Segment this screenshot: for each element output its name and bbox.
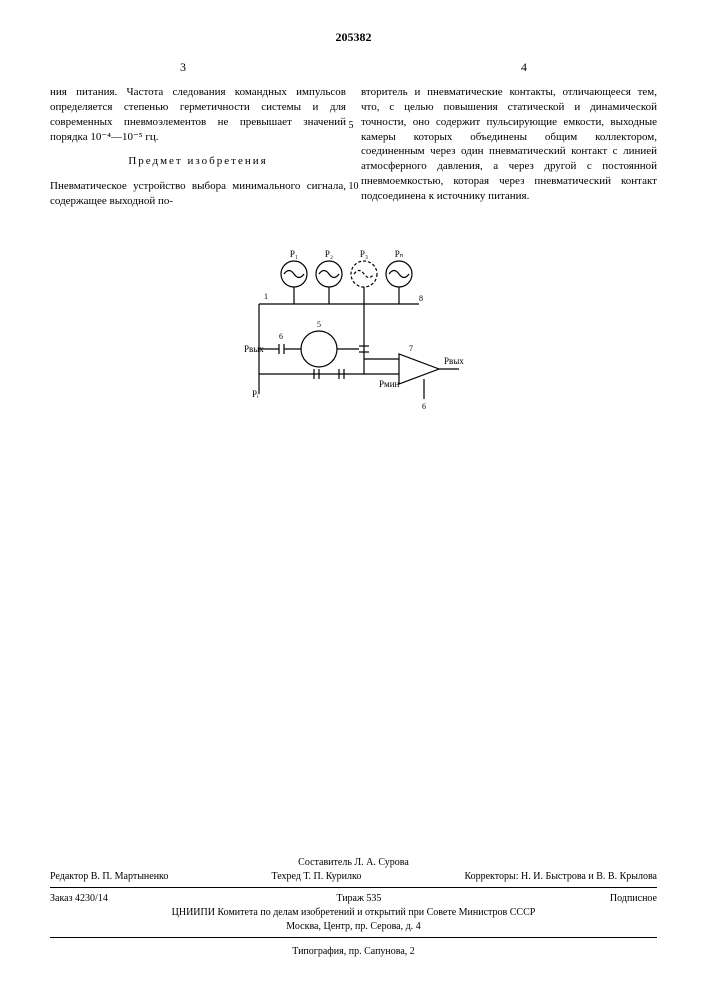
- left-para-1: ния питания. Частота следования командны…: [50, 85, 346, 144]
- footer-typography: Типография, пр. Сапунова, 2: [50, 946, 657, 957]
- page-right: 4: [521, 60, 527, 75]
- page-left: 3: [180, 60, 186, 75]
- label-p3: P₃: [359, 249, 367, 259]
- footer-order-row: Заказ 4230/14 Тираж 535 Подписное: [50, 893, 657, 904]
- svg-text:7: 7: [409, 344, 413, 353]
- section-heading: Предмет изобретения: [50, 154, 346, 169]
- svg-text:8: 8: [419, 294, 423, 303]
- footer-correctors: Корректоры: Н. И. Быстрова и В. В. Крыло…: [464, 871, 657, 882]
- svg-text:6: 6: [279, 332, 283, 341]
- svg-text:5: 5: [317, 320, 321, 329]
- document-number: 205382: [50, 30, 657, 45]
- footer-subscription: Подписное: [610, 893, 657, 904]
- footer-address: Москва, Центр, пр. Серова, д. 4: [50, 921, 657, 932]
- label-p2: P₂: [324, 249, 332, 259]
- footer-editor: Редактор В. П. Мартыненко: [50, 871, 168, 882]
- footer-committee: ЦНИИПИ Комитета по делам изобретений и о…: [50, 907, 657, 918]
- label-pi: Pᵢ: [252, 389, 259, 399]
- label-p1: P₁: [289, 249, 297, 259]
- footer-compiler: Составитель Л. А. Сурова: [50, 857, 657, 868]
- line-marker-5: 5: [349, 120, 359, 131]
- label-pmin: Pмин: [379, 379, 400, 389]
- right-column: вторитель и пневматические контакты, отл…: [361, 85, 657, 209]
- diagram-svg: P₁ P₂ P₃ Pₙ 8 Pвых: [224, 249, 484, 419]
- footer-block: Составитель Л. А. Сурова Редактор В. П. …: [50, 854, 657, 960]
- footer-edition: Тираж 535: [336, 893, 381, 904]
- footer-order: Заказ 4230/14: [50, 893, 108, 904]
- svg-text:6: 6: [422, 402, 426, 411]
- right-para-1: вторитель и пневматические контакты, отл…: [361, 85, 657, 204]
- page-numbers-row: 3 4: [50, 60, 657, 75]
- label-pn: Pₙ: [394, 249, 403, 259]
- label-pvyh: Pвых: [244, 344, 264, 354]
- left-para-2: Пневматическое устройство выбора минимал…: [50, 179, 346, 209]
- svg-text:1: 1: [264, 292, 268, 301]
- line-marker-10: 10: [349, 181, 359, 192]
- circuit-diagram: P₁ P₂ P₃ Pₙ 8 Pвых: [50, 249, 657, 419]
- footer-tech: Техред Т. П. Курилко: [271, 871, 361, 882]
- line-markers: 5 10: [349, 120, 359, 192]
- footer-credits-row: Редактор В. П. Мартыненко Техред Т. П. К…: [50, 871, 657, 882]
- left-column: ния питания. Частота следования командны…: [50, 85, 346, 209]
- label-pmin-out: Pвых: [444, 356, 464, 366]
